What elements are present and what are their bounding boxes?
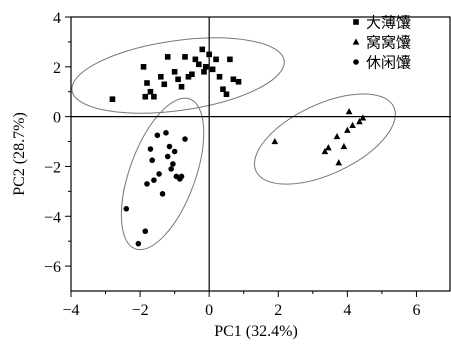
- data-point: [147, 146, 154, 152]
- legend-label: 大薄馕: [366, 14, 411, 32]
- confidence-ellipse: [71, 37, 285, 114]
- y-tick-label: 2: [53, 60, 61, 77]
- data-point: [185, 73, 192, 80]
- data-point: [230, 76, 237, 83]
- legend-label: 休闲馕: [366, 54, 411, 72]
- data-point: [170, 161, 176, 167]
- data-point: [163, 130, 169, 136]
- legend-marker: [353, 19, 359, 25]
- data-point: [182, 136, 188, 142]
- data-point: [206, 51, 212, 58]
- data-point: [321, 147, 329, 155]
- data-point: [340, 142, 348, 150]
- x-tick-label: 0: [205, 302, 213, 319]
- data-point: [345, 108, 353, 115]
- data-point: [216, 73, 223, 80]
- data-point: [235, 78, 242, 85]
- data-point: [178, 173, 185, 180]
- x-tick-label: −2: [132, 302, 149, 319]
- y-tick-label: 0: [53, 110, 61, 127]
- legend-marker: [353, 59, 359, 65]
- data-point: [158, 73, 164, 80]
- reference-lines: [71, 17, 451, 291]
- data-point: [227, 56, 233, 63]
- data-point: [144, 181, 150, 187]
- data-point: [201, 69, 207, 75]
- y-axis-title: PC2 (28.7%): [11, 112, 28, 196]
- data-point: [166, 143, 173, 150]
- data-point: [109, 96, 116, 102]
- x-axis-ticks: −4 −2 0 2 4 6: [62, 291, 420, 319]
- data-point: [202, 64, 209, 70]
- data-point: [333, 132, 341, 140]
- data-point: [213, 56, 219, 63]
- data-point: [335, 159, 343, 166]
- confidence-ellipses: [71, 37, 396, 251]
- data-point: [142, 93, 149, 100]
- data-point: [359, 114, 367, 121]
- data-point: [161, 81, 168, 88]
- data-point: [151, 177, 157, 183]
- data-point: [344, 126, 351, 133]
- x-axis-title: PC1 (32.4%): [214, 323, 298, 340]
- data-points: [109, 46, 367, 247]
- data-point: [154, 132, 161, 139]
- plot-frame: [70, 16, 451, 292]
- confidence-ellipse: [120, 97, 205, 251]
- confidence-ellipse: [253, 93, 396, 185]
- data-point: [196, 61, 202, 68]
- y-tick-label: 4: [53, 10, 61, 27]
- data-point: [189, 71, 195, 78]
- data-point: [168, 166, 174, 172]
- data-point: [159, 191, 166, 197]
- data-point: [149, 157, 155, 164]
- data-point: [151, 93, 157, 100]
- data-point: [325, 144, 332, 151]
- data-point: [142, 228, 149, 235]
- data-point: [156, 171, 162, 177]
- data-point: [144, 80, 150, 86]
- x-tick-label: 2: [274, 302, 282, 319]
- data-point: [164, 54, 171, 60]
- x-tick-label: −4: [62, 302, 79, 319]
- x-tick-label: 6: [412, 302, 420, 319]
- data-point: [164, 153, 171, 160]
- y-tick-label: −2: [44, 159, 61, 176]
- data-point: [135, 240, 142, 247]
- data-point: [209, 66, 216, 73]
- data-point: [171, 69, 178, 75]
- y-tick-label: −6: [44, 259, 61, 276]
- legend-label: 窝窝馕: [366, 34, 411, 52]
- data-point: [192, 56, 199, 63]
- data-point: [175, 76, 181, 83]
- data-point: [349, 121, 356, 128]
- data-point: [178, 83, 185, 90]
- data-point: [140, 64, 147, 70]
- x-tick-label: 4: [343, 302, 351, 319]
- data-point: [147, 88, 154, 95]
- y-axis-ticks: 4 2 0 −2 −4 −6: [44, 10, 71, 276]
- data-point: [223, 91, 230, 98]
- data-point: [220, 86, 226, 93]
- data-point: [171, 148, 178, 155]
- data-point: [123, 206, 130, 212]
- y-tick-label: −4: [44, 209, 61, 226]
- data-point: [182, 54, 188, 60]
- data-point: [356, 118, 363, 125]
- data-point: [271, 137, 279, 145]
- legend-marker: [352, 38, 360, 45]
- data-point: [199, 46, 206, 53]
